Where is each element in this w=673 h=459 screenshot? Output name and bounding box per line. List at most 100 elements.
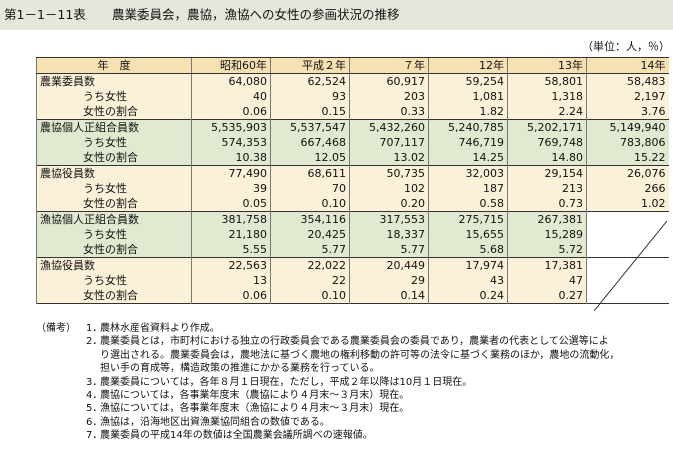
- cell-value: [586, 227, 669, 242]
- cell-value: 22,563: [191, 257, 271, 273]
- row-label: 農業委員数: [36, 73, 192, 89]
- data-table: 年 度昭和60年 平成２年 ７年 12年 13年 14年 農業委員数 64,080 62,52…: [36, 57, 669, 304]
- cell-value: 12.05: [270, 150, 350, 166]
- row-label: 漁協役員数: [36, 257, 192, 273]
- notes-heading: （備考）: [36, 323, 76, 334]
- cell-value: [586, 288, 669, 304]
- cell-value: 13.02: [349, 150, 429, 166]
- cell-value: 0.73: [507, 196, 587, 212]
- table-title: 農業委員会，農協，漁協への女性の参画状況の推移: [112, 7, 400, 22]
- table-row: 農業委員数 64,080 62,524 60,917 59,254 58,801 58,48…: [36, 73, 669, 89]
- unit-note: （単位：人，％）: [582, 40, 670, 53]
- table-row: うち女性 574,353 667,468 707,117 746,719 769,748 7…: [36, 135, 669, 150]
- cell-value: 0.58: [428, 196, 508, 212]
- note-number: 6．: [86, 416, 103, 428]
- cell-value: 40: [191, 89, 271, 104]
- row-label: 農協役員数: [36, 165, 192, 181]
- row-label: うち女性: [36, 273, 192, 288]
- cell-value: 213: [507, 181, 587, 196]
- cell-value: 14.80: [507, 150, 587, 166]
- cell-value: 18,337: [349, 227, 429, 242]
- cell-value: 5.77: [349, 242, 429, 258]
- table-row: 漁協個人正組合員数 381,758 354,116 317,553 275,715 267…: [36, 211, 669, 227]
- cell-value: 21,180: [191, 227, 271, 242]
- row-label: 女性の割合: [36, 288, 192, 304]
- table-row: うち女性 39 70 102 187 213 266: [36, 181, 669, 196]
- cell-value: 68,611: [270, 165, 350, 181]
- cell-value: 14.25: [428, 150, 508, 166]
- cell-value: 29,154: [507, 165, 587, 181]
- cell-value: 0.10: [270, 288, 350, 304]
- header-year: 平成２年: [270, 57, 350, 74]
- cell-value: 93: [270, 89, 350, 104]
- cell-value: 17,974: [428, 257, 508, 273]
- header-fiscal-year: 年 度: [36, 57, 192, 74]
- cell-value: 5.68: [428, 242, 508, 258]
- cell-value: 0.15: [270, 104, 350, 120]
- table-row: うち女性 21,180 20,425 18,337 15,655 15,289: [36, 227, 669, 242]
- table-row: 女性の割合 5.55 5.77 5.77 5.68 5.72: [36, 242, 669, 258]
- cell-value: 62,524: [270, 73, 350, 89]
- cell-value: 267,381: [507, 211, 587, 227]
- row-label: 女性の割合: [36, 104, 192, 120]
- cell-value: 203: [349, 89, 429, 104]
- cell-value: 1.82: [428, 104, 508, 120]
- not-applicable-slash: [594, 221, 667, 311]
- note-text: 農協については，各事業年度末（農協により４月末～３月末）現在。: [100, 389, 410, 401]
- cell-value: 275,715: [428, 211, 508, 227]
- table-row: 漁協役員数 22,563 22,022 20,449 17,974 17,381: [36, 257, 669, 273]
- table-row: 農協個人正組合員数 5,535,903 5,537,547 5,432,260 5,24…: [36, 119, 669, 135]
- cell-value: 317,553: [349, 211, 429, 227]
- header-year: 13年: [507, 57, 587, 74]
- table-row: 女性の割合 0.06 0.15 0.33 1.82 2.24 3.76: [36, 104, 669, 120]
- cell-value: 5.77: [270, 242, 350, 258]
- cell-value: 381,758: [191, 211, 271, 227]
- note-number: 5．: [86, 403, 103, 415]
- table-row: うち女性 13 22 29 43 47: [36, 273, 669, 288]
- cell-value: 354,116: [270, 211, 350, 227]
- table-body: 農業委員数 64,080 62,524 60,917 59,254 58,801 58,48…: [36, 73, 669, 304]
- cell-value: 43: [428, 273, 508, 288]
- cell-value: 783,806: [586, 135, 669, 150]
- cell-value: 1.02: [586, 196, 669, 212]
- note-number: 7．: [86, 430, 103, 442]
- row-label: 農協個人正組合員数: [36, 119, 192, 135]
- cell-value: [586, 257, 669, 273]
- row-label: うち女性: [36, 89, 192, 104]
- title-bar: 第1－1－11表 農業委員会，農協，漁協への女性の参画状況の推移: [0, 0, 673, 30]
- note-text: 農業委員とは，市町村における独立の行政委員会である農業委員会の委員であり，農業者…: [100, 336, 609, 348]
- cell-value: 39: [191, 181, 271, 196]
- note-number: 2．: [86, 336, 103, 348]
- cell-value: 50,735: [349, 165, 429, 181]
- cell-value: [586, 242, 669, 258]
- cell-value: 26,076: [586, 165, 669, 181]
- cell-value: 746,719: [428, 135, 508, 150]
- note-text: 担い手の育成等，構造政策の推進にかかる業務を行っている。: [100, 363, 380, 375]
- cell-value: 5.55: [191, 242, 271, 258]
- cell-value: 22: [270, 273, 350, 288]
- cell-value: 707,117: [349, 135, 429, 150]
- cell-value: 5,149,940: [586, 119, 669, 135]
- table-row: 女性の割合 0.06 0.10 0.14 0.24 0.27: [36, 288, 669, 304]
- cell-value: 58,801: [507, 73, 587, 89]
- cell-value: 10.38: [191, 150, 271, 166]
- cell-value: 0.06: [191, 288, 271, 304]
- header-year: ７年: [349, 57, 429, 74]
- cell-value: 0.06: [191, 104, 271, 120]
- cell-value: 2.24: [507, 104, 587, 120]
- row-label: 漁協個人正組合員数: [36, 211, 192, 227]
- cell-value: 0.27: [507, 288, 587, 304]
- note-text: 漁協については，各事業年度末（漁協により４月末～３月末）現在。: [100, 403, 410, 415]
- cell-value: 32,003: [428, 165, 508, 181]
- cell-value: 13: [191, 273, 271, 288]
- row-label: うち女性: [36, 135, 192, 150]
- cell-value: 187: [428, 181, 508, 196]
- row-label: うち女性: [36, 227, 192, 242]
- table-row: 女性の割合 0.05 0.10 0.20 0.58 0.73 1.02: [36, 196, 669, 212]
- table-row: 農協役員数 77,490 68,611 50,735 32,003 29,154 26,07…: [36, 165, 669, 181]
- cell-value: 60,917: [349, 73, 429, 89]
- row-label: 女性の割合: [36, 242, 192, 258]
- cell-value: 5,240,785: [428, 119, 508, 135]
- cell-value: 0.24: [428, 288, 508, 304]
- cell-value: 102: [349, 181, 429, 196]
